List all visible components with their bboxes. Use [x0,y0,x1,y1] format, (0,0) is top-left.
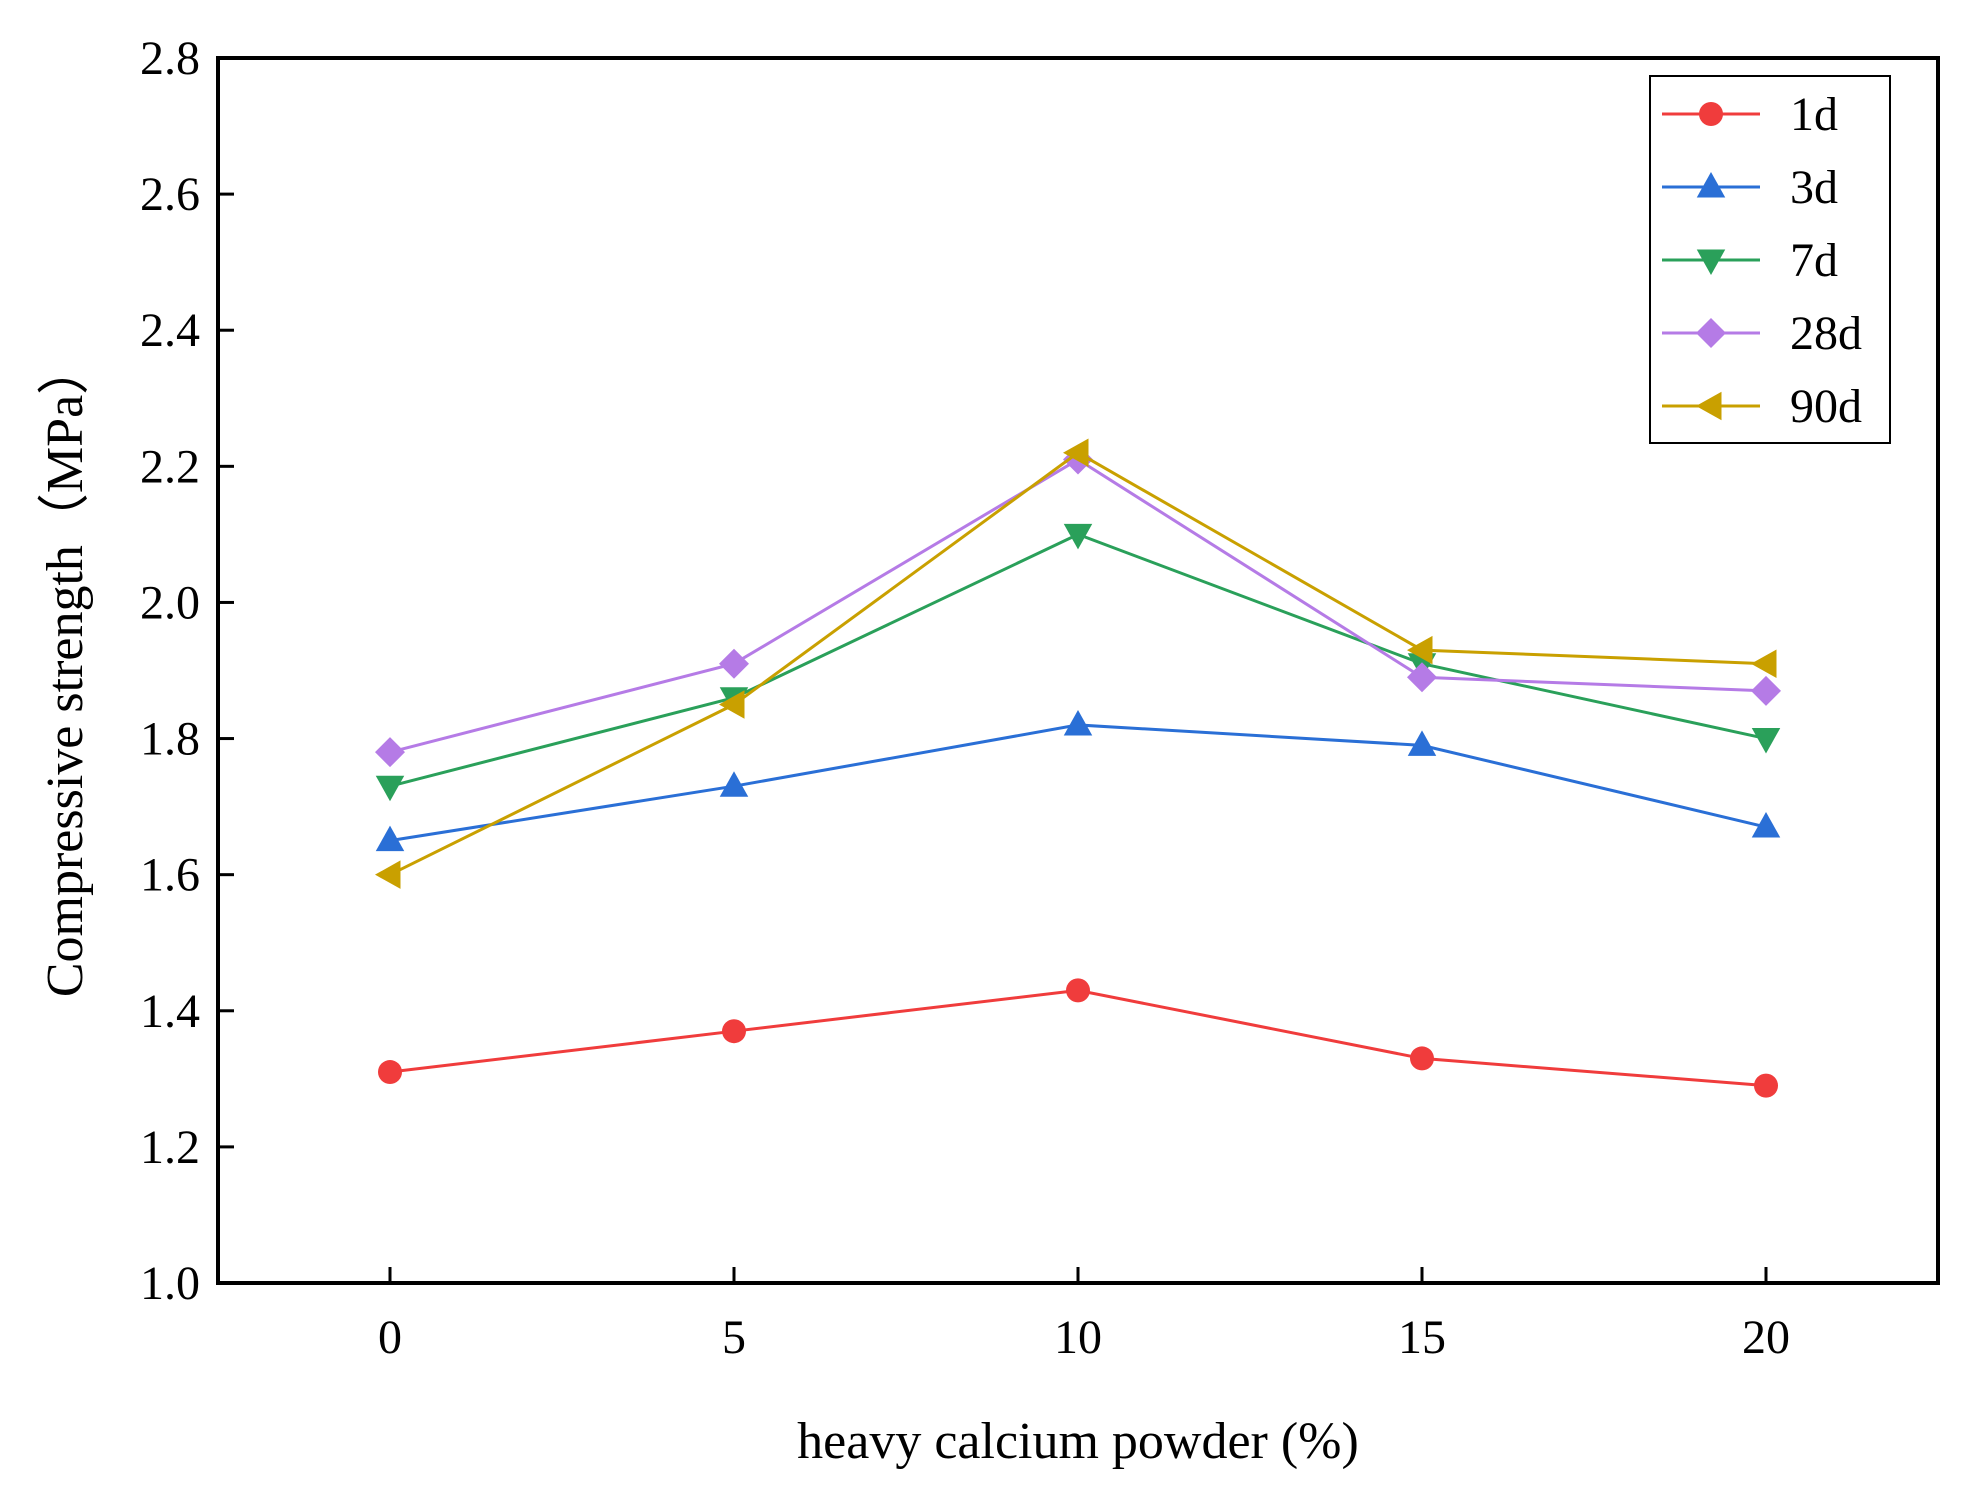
data-point-28d [375,737,405,768]
y-tick-label: 2.2 [140,440,200,493]
legend-marker [1699,102,1723,126]
legend-label: 28d [1790,307,1862,360]
x-tick-label: 0 [378,1311,402,1364]
data-point-3d [1407,730,1437,756]
series-layer [375,438,1781,1098]
legend-label: 7d [1790,234,1838,287]
data-point-1d [722,1019,746,1044]
y-tick-label: 2.6 [140,168,200,221]
x-tick-label: 15 [1398,1311,1446,1364]
x-axis: 0 5 10 15 20 [378,1267,1790,1364]
data-point-3d [719,771,749,797]
y-tick-label: 2.4 [140,304,200,357]
legend: 1d 3d 7d 28d 90d [1649,75,1891,444]
data-point-90d [375,860,401,889]
data-point-90d [1063,438,1089,467]
data-point-90d [1407,635,1433,665]
legend-marker [1696,391,1722,421]
legend-item-90d: 90d [1662,380,1862,433]
data-point-90d [1751,649,1777,678]
y-tick-label: 1.6 [140,849,200,902]
legend-label: 90d [1790,380,1862,433]
data-point-1d [1066,978,1090,1003]
data-point-7d [1063,523,1093,550]
data-point-28d [719,648,749,679]
y-tick-label: 2.8 [140,32,200,85]
data-point-28d [1751,675,1781,706]
series-90d [375,438,1777,889]
y-tick-label: 1.4 [140,985,200,1038]
data-point-1d [1410,1046,1434,1071]
data-point-90d [719,690,745,719]
data-point-7d [1751,728,1781,754]
legend-item-28d: 28d [1662,307,1862,360]
series-1d [378,978,1778,1098]
data-point-1d [378,1060,402,1085]
legend-label: 3d [1790,161,1838,214]
legend-marker [1696,172,1726,198]
x-axis-title: heavy calcium powder (%) [797,1413,1359,1470]
data-point-3d [1751,812,1781,838]
y-axis: 1.0 1.2 1.4 1.6 1.8 2.0 2.2 2.4 2.6 2.8 [140,32,234,1310]
x-tick-label: 10 [1054,1311,1102,1364]
data-point-1d [1754,1073,1778,1098]
legend-item-1d: 1d [1662,88,1838,141]
x-tick-label: 20 [1742,1311,1790,1364]
y-tick-label: 1.8 [140,713,200,766]
data-point-7d [375,775,405,802]
y-tick-label: 2.0 [140,576,200,629]
y-tick-label: 1.2 [140,1121,200,1174]
legend-marker [1696,318,1726,348]
data-point-3d [1063,709,1093,736]
data-point-28d [1407,662,1437,693]
legend-item-7d: 7d [1662,234,1838,287]
data-point-3d [375,825,405,852]
series-3d [375,709,1781,852]
y-axis-title: Compressive strength（MPa） [37,343,94,997]
y-tick-label: 1.0 [140,1257,200,1310]
legend-marker [1696,249,1726,275]
x-tick-label: 5 [722,1311,746,1364]
legend-item-3d: 3d [1662,161,1838,214]
legend-label: 1d [1790,88,1838,141]
